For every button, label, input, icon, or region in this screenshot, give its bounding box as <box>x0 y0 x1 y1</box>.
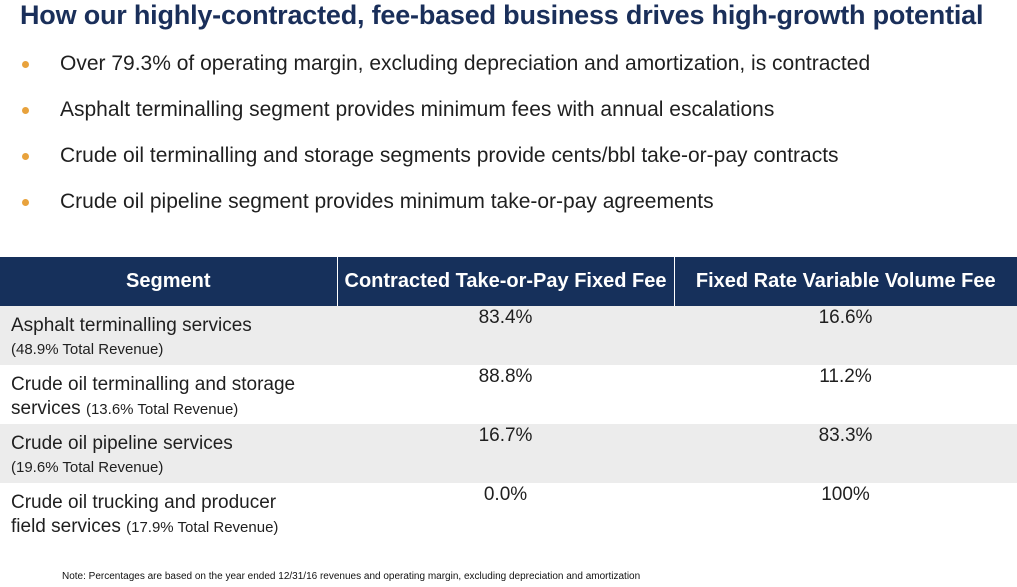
segment-cell: Crude oil trucking and producer field se… <box>0 483 337 542</box>
segment-cell: Crude oil terminalling and storage servi… <box>0 365 337 424</box>
page-title: How our highly-contracted, fee-based bus… <box>20 0 984 30</box>
fixed-fee-value: 88.8% <box>337 365 674 424</box>
fixed-fee-value: 83.4% <box>337 306 674 365</box>
bullet-text: Crude oil pipeline segment provides mini… <box>60 190 714 213</box>
bullet-text: Over 79.3% of operating margin, excludin… <box>60 52 871 75</box>
bullet-dot-icon <box>22 61 29 68</box>
table-row: Asphalt terminalling services (48.9% Tot… <box>0 306 1017 365</box>
bullet-dot-icon <box>22 153 29 160</box>
variable-fee-value: 16.6% <box>674 306 1017 365</box>
fixed-fee-value: 16.7% <box>337 424 674 483</box>
bullet-text: Crude oil terminalling and storage segme… <box>60 144 839 167</box>
segment-revenue: (48.9% Total Revenue) <box>11 341 164 358</box>
table-row: Crude oil pipeline services (19.6% Total… <box>0 424 1017 483</box>
segment-revenue: (13.6% Total Revenue) <box>85 401 239 418</box>
segment-fee-table: Segment Contracted Take-or-Pay Fixed Fee… <box>0 257 1017 542</box>
table-row: Crude oil terminalling and storage servi… <box>0 365 1017 424</box>
variable-fee-value: 11.2% <box>674 365 1017 424</box>
header-segment: Segment <box>0 257 338 306</box>
fixed-fee-value: 0.0% <box>337 483 674 542</box>
segment-cell: Asphalt terminalling services (48.9% Tot… <box>0 306 337 365</box>
segment-revenue: (19.6% Total Revenue) <box>11 459 164 476</box>
segment-name-cont: services <box>11 398 81 419</box>
segment-name: Crude oil pipeline services <box>11 433 233 454</box>
header-variable-fee: Fixed Rate Variable Volume Fee <box>674 257 1017 306</box>
segment-name: Crude oil terminalling and storage <box>11 374 296 395</box>
segment-name-cont: field services <box>11 516 121 537</box>
footnote: Note: Percentages are based on the year … <box>62 571 641 582</box>
table-row: Crude oil trucking and producer field se… <box>0 483 1017 542</box>
segment-cell: Crude oil pipeline services (19.6% Total… <box>0 424 337 483</box>
bullet-dot-icon <box>22 199 29 206</box>
segment-name: Asphalt terminalling services <box>11 315 252 336</box>
segment-name: Crude oil trucking and producer <box>11 492 277 513</box>
bullet-dot-icon <box>22 107 29 114</box>
table-header-row: Segment Contracted Take-or-Pay Fixed Fee… <box>0 257 1017 306</box>
bullet-text: Asphalt terminalling segment provides mi… <box>60 98 775 121</box>
header-fixed-fee: Contracted Take-or-Pay Fixed Fee <box>337 257 675 306</box>
variable-fee-value: 83.3% <box>674 424 1017 483</box>
segment-revenue: (17.9% Total Revenue) <box>126 519 279 536</box>
variable-fee-value: 100% <box>674 483 1017 542</box>
